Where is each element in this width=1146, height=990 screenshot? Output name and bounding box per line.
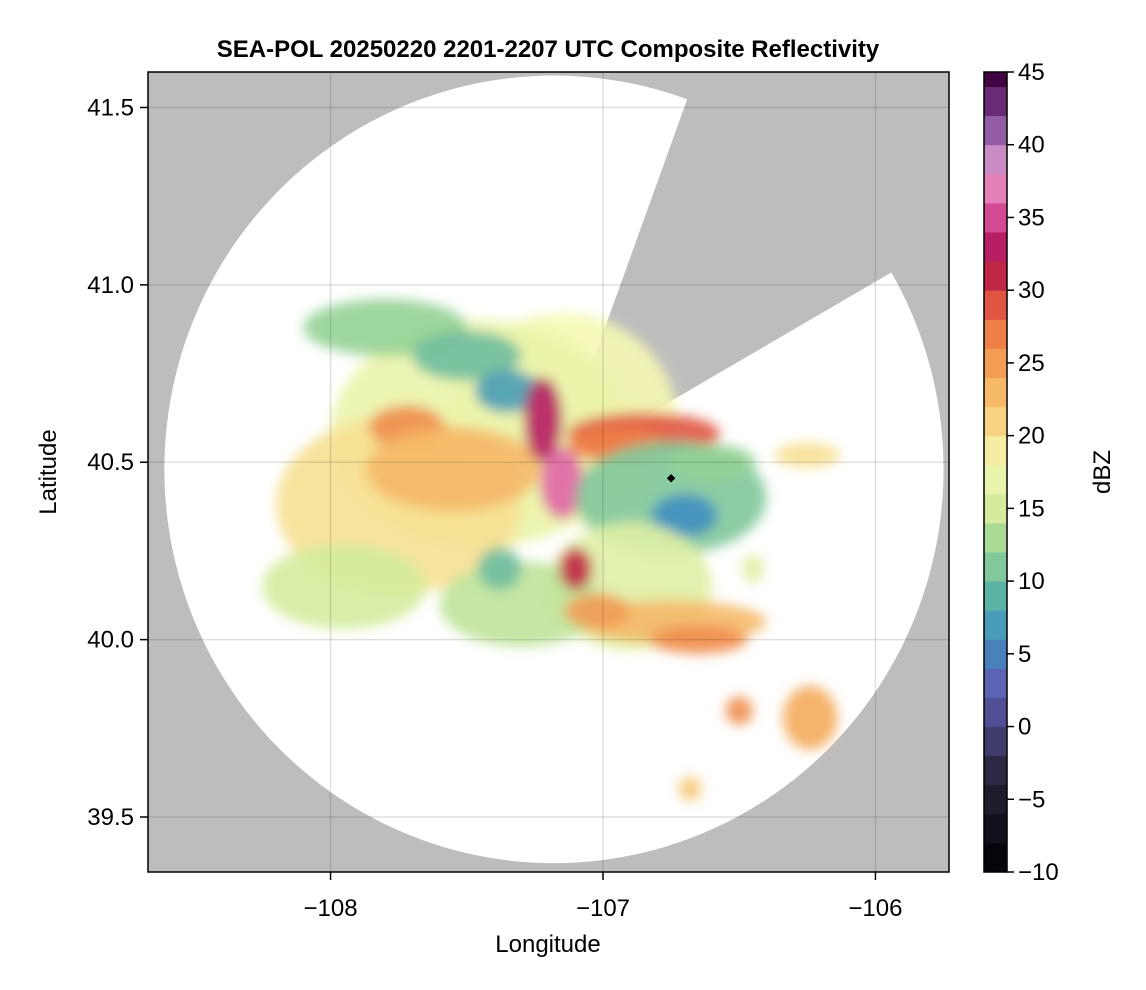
chart-title: SEA-POL 20250220 2201-2207 UTC Composite… bbox=[217, 36, 880, 63]
colorbar-segment bbox=[984, 581, 1007, 611]
radar-site-marker bbox=[666, 473, 676, 483]
colorbar-segment bbox=[984, 842, 1007, 873]
colorbar-tick-label: 10 bbox=[1018, 568, 1045, 595]
echo-cell bbox=[477, 547, 522, 590]
grid-lines bbox=[148, 72, 949, 872]
reflectivity-echoes bbox=[262, 299, 841, 802]
echo-cell bbox=[365, 426, 541, 512]
echo-cell bbox=[412, 330, 522, 381]
colorbar bbox=[983, 71, 1008, 873]
colorbar-tick-label: 40 bbox=[1018, 132, 1045, 159]
colorbar-tick-label: 5 bbox=[1018, 641, 1031, 668]
echo-cell bbox=[652, 494, 718, 537]
y-tick-label: 39.5 bbox=[87, 804, 134, 831]
colorbar-segment bbox=[984, 522, 1007, 553]
echo-cell bbox=[564, 593, 631, 629]
x-tick-label: −106 bbox=[848, 895, 902, 922]
colorbar-segment bbox=[984, 72, 1007, 88]
echo-cell bbox=[782, 685, 838, 750]
colorbar-tick-label: 20 bbox=[1018, 423, 1045, 450]
plot-frame bbox=[147, 71, 950, 873]
colorbar-tick-label: −5 bbox=[1018, 786, 1045, 813]
x-tick-label: −107 bbox=[576, 895, 630, 922]
colorbar-segment bbox=[984, 202, 1007, 233]
echo-cell bbox=[741, 554, 764, 583]
colorbar-segment bbox=[984, 668, 1007, 698]
colorbar-segment bbox=[984, 464, 1007, 495]
x-axis-ticks: −108 −107 −106 bbox=[304, 872, 902, 922]
echo-cell bbox=[725, 696, 753, 725]
colorbar-segment bbox=[984, 377, 1007, 408]
colorbar-segment bbox=[984, 406, 1007, 437]
x-tick-label: −108 bbox=[304, 895, 358, 922]
colorbar-tick-label: 30 bbox=[1018, 277, 1045, 304]
colorbar-tick-label: 15 bbox=[1018, 495, 1045, 522]
y-tick-label: 40.5 bbox=[87, 449, 134, 476]
echo-cell bbox=[439, 561, 603, 647]
echo-cell bbox=[474, 370, 541, 413]
colorbar-segment bbox=[984, 784, 1007, 815]
colorbar-segment bbox=[984, 348, 1007, 378]
colorbar-segment bbox=[984, 813, 1007, 844]
y-tick-label: 41.0 bbox=[87, 272, 134, 299]
y-tick-label: 40.0 bbox=[87, 627, 134, 654]
colorbar-label: dBZ bbox=[1089, 450, 1116, 494]
echo-cell bbox=[668, 444, 756, 480]
colorbar-segment bbox=[984, 639, 1007, 669]
colorbar-segment bbox=[984, 290, 1007, 320]
colorbar-segment bbox=[984, 435, 1007, 466]
colorbar-tick-label: 0 bbox=[1018, 714, 1031, 741]
colorbar-tick-label: 45 bbox=[1018, 59, 1045, 86]
colorbar-segment bbox=[984, 115, 1007, 146]
colorbar-tick-label: −10 bbox=[1018, 859, 1059, 886]
colorbar-segment bbox=[984, 173, 1007, 204]
y-axis-label: Latitude bbox=[35, 429, 62, 514]
echo-cell bbox=[649, 625, 748, 654]
colorbar-segment bbox=[984, 319, 1007, 349]
echo-cell bbox=[540, 448, 584, 520]
colorbar-segment bbox=[984, 86, 1007, 117]
echo-cell bbox=[523, 377, 563, 463]
echo-cell bbox=[679, 776, 702, 802]
colorbar-segment bbox=[984, 493, 1007, 524]
echo-cell bbox=[559, 547, 593, 590]
colorbar-segment bbox=[984, 755, 1007, 786]
colorbar-segment bbox=[984, 552, 1007, 582]
x-axis-label: Longitude bbox=[495, 931, 600, 958]
colorbar-tick-label: 35 bbox=[1018, 204, 1045, 231]
colorbar-frame bbox=[983, 71, 1008, 873]
colorbar-segment bbox=[984, 261, 1007, 291]
y-tick-label: 41.5 bbox=[87, 94, 134, 121]
echo-cell bbox=[262, 543, 426, 629]
echo-cell bbox=[774, 442, 841, 468]
colorbar-segment bbox=[984, 726, 1007, 757]
colorbar-segment bbox=[984, 144, 1007, 175]
colorbar-segment bbox=[984, 232, 1007, 262]
colorbar-ticks: −10 −5 0 5 10 15 20 25 30 35 40 45 bbox=[1007, 59, 1059, 886]
colorbar-segment bbox=[984, 697, 1007, 728]
colorbar-tick-label: 25 bbox=[1018, 350, 1045, 377]
colorbar-segment bbox=[984, 610, 1007, 640]
y-axis-ticks: 39.5 40.0 40.5 41.0 41.5 bbox=[87, 94, 148, 831]
